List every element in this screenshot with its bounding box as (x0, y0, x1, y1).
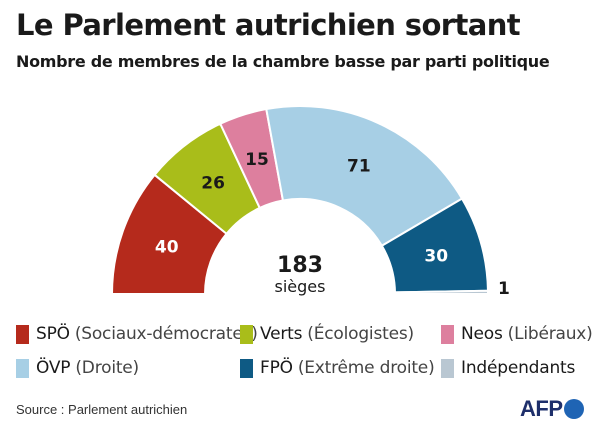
legend-swatch-ovp (16, 358, 29, 378)
legend-name-fpo: FPÖ (260, 358, 293, 378)
legend-swatch-neos (441, 324, 454, 344)
center-total-value: 183 (277, 253, 323, 278)
legend-item-verts: Verts (Écologistes) (240, 324, 414, 344)
legend-swatch-fpo (240, 358, 253, 378)
chart-slices (110, 105, 490, 295)
value-label-spo: 40 (155, 237, 179, 257)
value-label-fpo: 30 (424, 247, 448, 267)
legend-swatch-verts (240, 324, 253, 344)
legend-item-fpo: FPÖ (Extrême droite) (240, 358, 435, 378)
center-total-label: sièges (275, 277, 326, 296)
chart-value-labels: 40 26 15 71 30 1 (155, 150, 510, 299)
legend-name-indep: Indépendants (461, 358, 576, 378)
chart-title: Le Parlement autrichien sortant (16, 8, 521, 42)
legend-item-neos: Neos (Libéraux) (441, 324, 593, 344)
afp-logo: AFP (520, 396, 584, 422)
hemicycle-chart: 40 26 15 71 30 1 183 sièges (110, 105, 510, 299)
legend-desc-fpo: (Extrême droite) (297, 358, 435, 378)
value-label-ovp: 71 (347, 156, 371, 176)
afp-logo-text: AFP (520, 396, 563, 421)
legend-swatch-indep (441, 358, 454, 378)
legend-desc-verts: (Écologistes) (307, 324, 414, 344)
legend-desc-spo: (Sociaux-démocrates) (74, 324, 258, 344)
value-label-neos: 15 (245, 150, 269, 170)
legend-name-verts: Verts (260, 324, 303, 344)
value-label-indep: 1 (498, 279, 510, 299)
legend-item-indep: Indépendants (441, 358, 575, 378)
legend-name-neos: Neos (461, 324, 503, 344)
legend-swatch-spo (16, 324, 29, 344)
legend-item-ovp: ÖVP (Droite) (16, 358, 139, 378)
legend-desc-neos: (Libéraux) (507, 324, 593, 344)
afp-logo-dot-icon (563, 399, 584, 419)
legend-name-spo: SPÖ (36, 324, 70, 344)
value-label-verts: 26 (201, 173, 225, 193)
legend-desc-ovp: (Droite) (75, 358, 139, 378)
slice-indep (393, 289, 490, 295)
legend-name-ovp: ÖVP (36, 358, 71, 378)
legend-item-spo: SPÖ (Sociaux-démocrates) (16, 324, 258, 344)
source-note: Source : Parlement autrichien (16, 402, 188, 417)
slice-ovp (265, 105, 464, 248)
chart-subtitle: Nombre de membres de la chambre basse pa… (16, 52, 550, 71)
